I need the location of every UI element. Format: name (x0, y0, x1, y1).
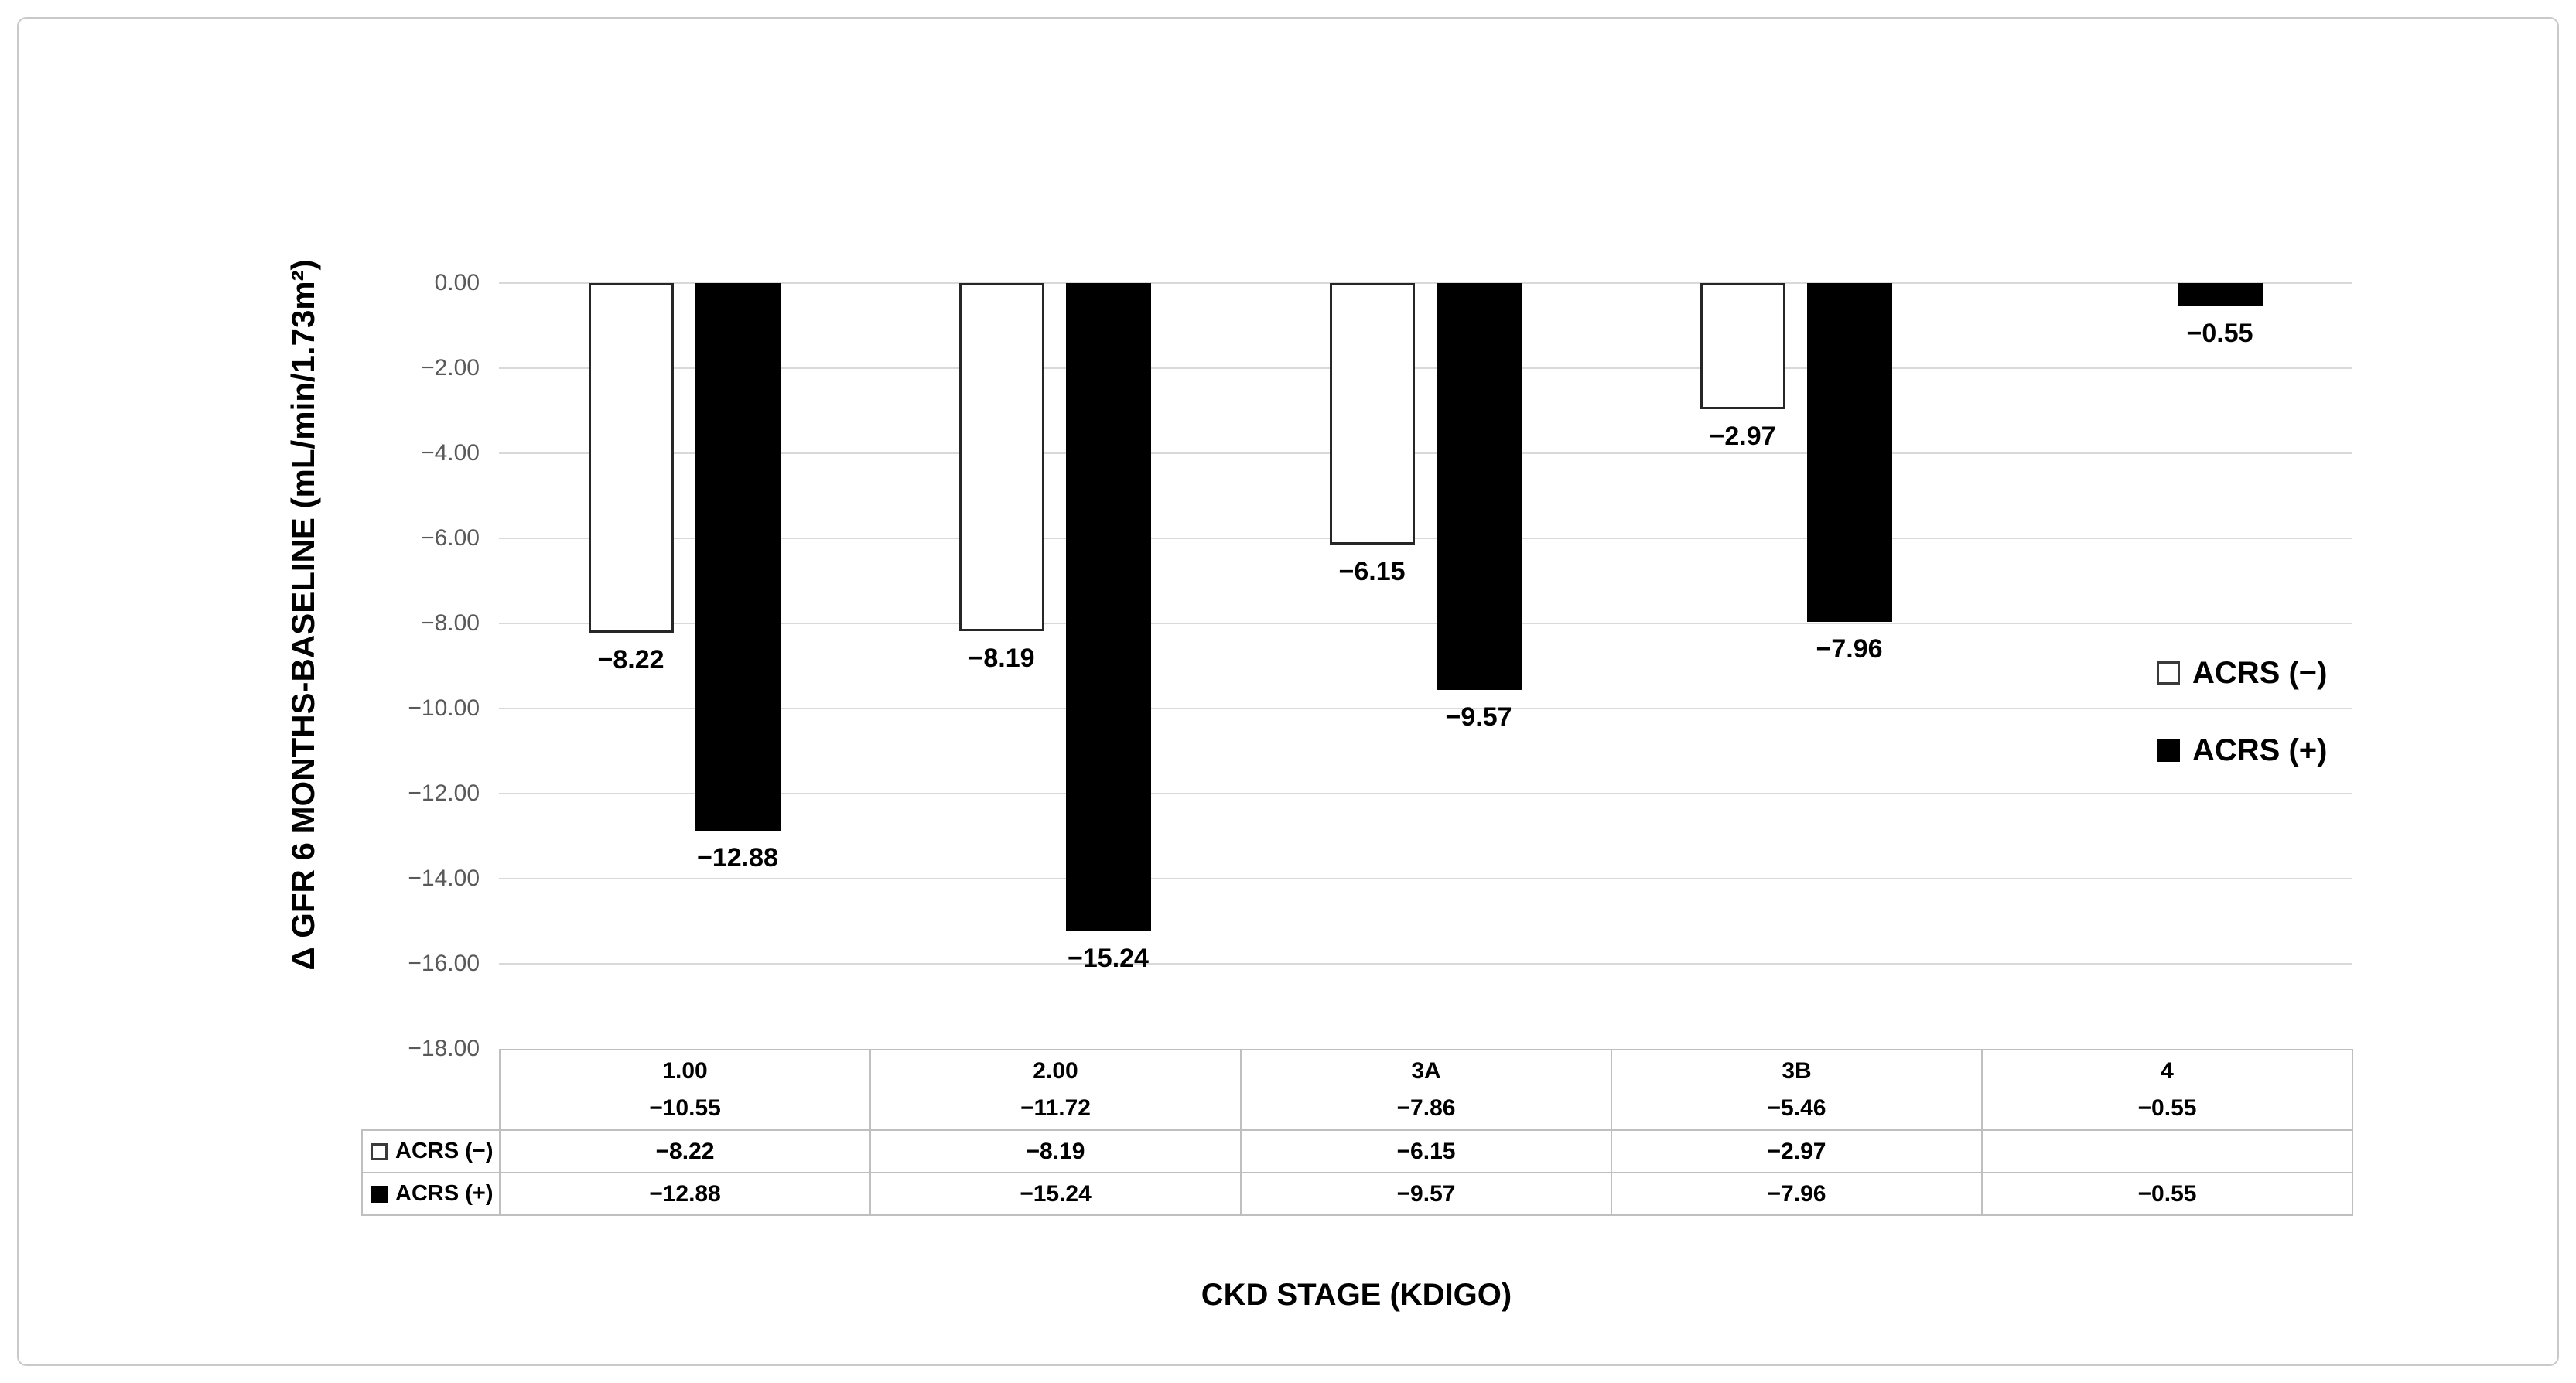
table-cell: −7.96 (1611, 1172, 1983, 1216)
category-header: 3A −7.86 (1240, 1049, 1612, 1131)
y-tick-label: −14.00 (408, 866, 480, 891)
table-cell: −2.97 (1611, 1129, 1983, 1173)
bar-data-label: −9.57 (1445, 702, 1512, 732)
x-axis-title: CKD STAGE (KDIGO) (1201, 1278, 1512, 1312)
category-label: 2.00 (1033, 1058, 1078, 1084)
table-cell (1981, 1129, 2353, 1173)
y-tick-label: −10.00 (408, 695, 480, 721)
gridline (499, 878, 2352, 879)
table-cell: −12.88 (499, 1172, 871, 1216)
series-swatch-black-icon (371, 1185, 388, 1203)
series-key-cell: ACRS (+) (361, 1172, 501, 1216)
bar-acrs-positive-3B (1806, 283, 1892, 622)
bar-data-label: −12.88 (697, 843, 778, 872)
y-tick-label: −2.00 (421, 355, 480, 381)
gridline (499, 623, 2352, 624)
category-label: 3A (1411, 1058, 1441, 1084)
chart-data-table: 1.00 −10.55 2.00 −11.72 3A −7.86 3B −5.4… (361, 1049, 2353, 1216)
series-key-label: ACRS (−) (395, 1139, 494, 1163)
category-header: 2.00 −11.72 (869, 1049, 1242, 1131)
table-corner-cell (362, 1050, 500, 1130)
legend-entry-acrs-positive: ACRS (+) (2157, 732, 2327, 769)
bar-acrs-positive-3A (1436, 283, 1522, 690)
bar-data-label: −0.55 (2186, 319, 2253, 348)
bar-acrs-negative-2.00 (958, 283, 1044, 631)
category-header: 3B −5.46 (1611, 1049, 1983, 1131)
bar-acrs-negative-3B (1700, 283, 1785, 409)
y-tick-label: −8.00 (421, 610, 480, 636)
series-key-label: ACRS (+) (395, 1181, 494, 1206)
category-label: 4 (2161, 1058, 2174, 1084)
series-swatch-white-icon (371, 1142, 388, 1160)
table-cell: −15.24 (869, 1172, 1242, 1216)
legend-swatch-white-icon (2157, 661, 2180, 685)
category-label: 1.00 (662, 1058, 708, 1084)
category-sublabel: −11.72 (1020, 1095, 1091, 1121)
table-cell: −8.22 (499, 1129, 871, 1173)
category-sublabel: −10.55 (649, 1095, 721, 1121)
category-sublabel: −7.86 (1396, 1095, 1456, 1121)
gridline (499, 367, 2352, 369)
category-label: 3B (1782, 1058, 1812, 1084)
table-cell: −8.19 (869, 1129, 1242, 1173)
bar-acrs-negative-1.00 (588, 283, 674, 633)
bar-acrs-positive-1.00 (695, 283, 781, 831)
legend-entry-acrs-negative: ACRS (−) (2157, 654, 2327, 692)
table-row-acrs-positive: ACRS (+) −12.88 −15.24 −9.57 −7.96 −0.55 (361, 1172, 2353, 1216)
bar-data-label: −8.22 (597, 645, 664, 674)
y-tick-label: −4.00 (421, 440, 480, 466)
y-tick-label: −6.00 (421, 525, 480, 551)
bar-acrs-positive-4 (2177, 283, 2263, 306)
table-header-row: 1.00 −10.55 2.00 −11.72 3A −7.86 3B −5.4… (362, 1049, 2353, 1131)
y-tick-label: 0.00 (434, 270, 480, 295)
category-header: 1.00 −10.55 (499, 1049, 871, 1131)
gridline (499, 452, 2352, 454)
gridline (499, 538, 2352, 539)
table-cell: −6.15 (1240, 1129, 1612, 1173)
legend-label: ACRS (+) (2192, 732, 2328, 767)
table-cell: −9.57 (1240, 1172, 1612, 1216)
bar-data-label: −6.15 (1338, 557, 1406, 586)
bar-acrs-negative-3A (1329, 283, 1415, 545)
series-key-cell: ACRS (−) (361, 1129, 501, 1173)
category-sublabel: −0.55 (2137, 1095, 2197, 1121)
gridline (499, 708, 2352, 709)
category-header: 4 −0.55 (1981, 1049, 2353, 1131)
table-row-acrs-negative: ACRS (−) −8.22 −8.19 −6.15 −2.97 (361, 1129, 2353, 1173)
gridline (499, 963, 2352, 965)
bar-data-label: −8.19 (968, 644, 1035, 673)
y-tick-label: −16.00 (408, 951, 480, 976)
category-sublabel: −5.46 (1767, 1095, 1826, 1121)
gridline (499, 793, 2352, 794)
table-cell: −0.55 (1981, 1172, 2353, 1216)
gridline (499, 282, 2352, 284)
legend-swatch-black-icon (2157, 739, 2180, 762)
bar-acrs-positive-2.00 (1065, 283, 1151, 931)
bar-data-label: −7.96 (1816, 634, 1883, 664)
legend-label: ACRS (−) (2192, 655, 2328, 690)
plot-area: −8.22 −8.19 −6.15 −2.97 −12.88 −15.24 −9.57 −7.… (499, 282, 2352, 1049)
y-tick-label: −18.00 (408, 1036, 480, 1061)
bar-data-label: −2.97 (1709, 422, 1776, 451)
bar-data-label: −15.24 (1068, 944, 1149, 973)
y-tick-label: −12.00 (408, 780, 480, 806)
